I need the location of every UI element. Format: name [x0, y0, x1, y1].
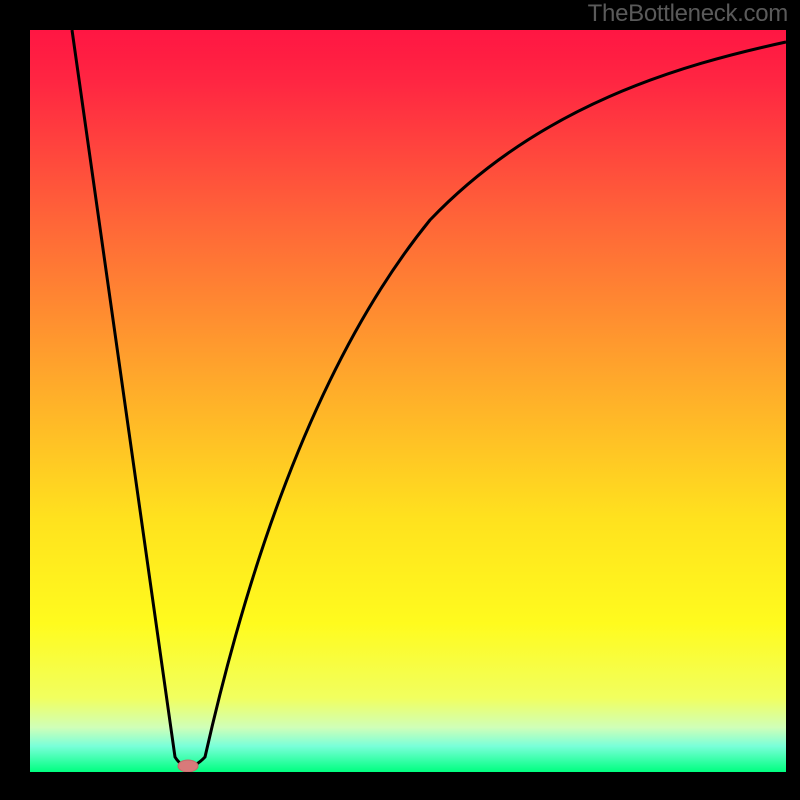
border-left [0, 0, 30, 800]
optimal-point-marker [178, 760, 198, 772]
border-right [786, 0, 800, 800]
chart-container: { "watermark": { "text": "TheBottleneck.… [0, 0, 800, 800]
gradient-background [30, 30, 786, 772]
watermark-text: TheBottleneck.com [588, 0, 788, 28]
bottleneck-chart [0, 0, 800, 800]
border-bottom [0, 772, 800, 800]
